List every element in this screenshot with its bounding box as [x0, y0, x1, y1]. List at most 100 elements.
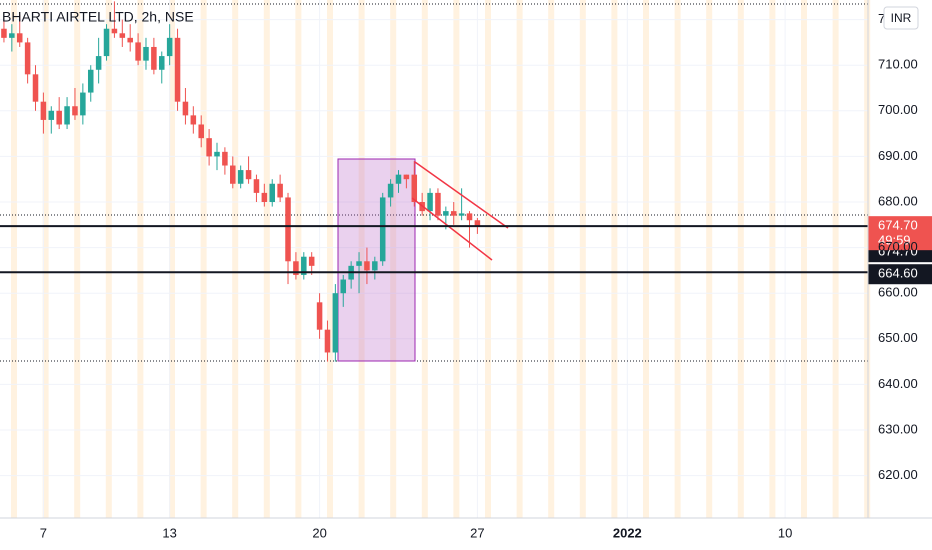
candle-body: [222, 151, 228, 166]
candle-body: [387, 183, 394, 198]
candle-body: [285, 197, 291, 262]
grid: [0, 0, 868, 518]
session-band: [516, 0, 523, 518]
candle-body: [293, 261, 299, 275]
candle-body: [253, 179, 260, 193]
session-band: [137, 0, 144, 518]
candle-body: [450, 211, 457, 216]
y-tick-label: 700.00: [878, 102, 918, 117]
candle-body: [16, 33, 23, 43]
candle-body: [95, 56, 102, 70]
y-tick-label: 650.00: [878, 330, 918, 345]
candle-body: [56, 110, 62, 125]
session-band: [11, 0, 17, 518]
candle-body: [364, 261, 370, 271]
candle-body: [214, 151, 220, 157]
candle-body: [261, 192, 268, 203]
candle-body: [151, 46, 157, 70]
candle-body: [87, 69, 94, 93]
y-tick-label: 630.00: [878, 421, 918, 436]
session-band: [200, 0, 207, 518]
session-band: [643, 0, 649, 518]
y-tick-label: 660.00: [878, 285, 918, 300]
candle-body: [174, 37, 181, 102]
candle-body: [395, 174, 402, 184]
session-band: [674, 0, 681, 518]
candle-body: [435, 192, 441, 216]
candle-body: [72, 106, 78, 116]
y-tick-label: 670.00: [878, 239, 918, 254]
session-band: [169, 0, 175, 518]
candle-body: [206, 138, 212, 157]
x-tick-label: 27: [470, 525, 484, 540]
session-band: [390, 0, 397, 518]
currency-label[interactable]: INR: [891, 11, 912, 25]
level-label: 664.60: [878, 266, 918, 281]
session-band: [485, 0, 491, 518]
session-band: [737, 0, 744, 518]
candle-body: [308, 256, 315, 266]
candle-body: [103, 28, 110, 57]
session-band: [769, 0, 776, 518]
wedge-line: [411, 197, 493, 261]
wedge-line: [414, 161, 509, 229]
x-tick-label: 10: [778, 525, 792, 540]
candle-body: [458, 213, 465, 216]
candle-body: [269, 183, 275, 203]
candle-body: [427, 192, 433, 212]
candle-body: [237, 170, 244, 184]
candle-body: [245, 170, 252, 180]
session-band: [832, 0, 839, 518]
x-tick-label: 13: [162, 525, 176, 540]
candle-body: [24, 42, 31, 75]
candle-body: [48, 110, 55, 120]
y-tick-label: 640.00: [878, 376, 918, 391]
candle-body: [301, 256, 307, 275]
candle-body: [474, 220, 481, 227]
session-band: [801, 0, 807, 518]
y-tick-label: 710.00: [878, 57, 918, 72]
candle-body: [159, 56, 165, 70]
countdown: 49:59: [878, 233, 911, 248]
session-band: [42, 0, 49, 518]
chart-title: BHARTI AIRTEL LTD, 2h, NSE: [2, 9, 194, 25]
candle-body: [111, 28, 118, 34]
last-price-label: 674.70: [878, 218, 918, 233]
session-band: [864, 0, 871, 518]
candle-body: [443, 211, 449, 216]
session-band: [358, 0, 365, 518]
range-box: [337, 158, 416, 362]
candle-body: [64, 106, 70, 125]
candle-body: [198, 124, 204, 139]
candle-body: [190, 115, 197, 125]
y-tick-label: 690.00: [878, 148, 918, 163]
candle-body: [166, 37, 173, 57]
candle-body: [40, 101, 47, 120]
candle-body: [403, 174, 410, 180]
x-tick-label: 2022: [613, 525, 642, 540]
session-band: [453, 0, 460, 518]
candle-body: [411, 174, 418, 203]
candle-body: [1, 28, 7, 38]
candle-body: [230, 165, 236, 184]
session-band: [579, 0, 586, 518]
candle-body: [80, 92, 86, 116]
candle-body: [372, 261, 378, 271]
candle-body: [379, 197, 386, 262]
currency-button[interactable]: [883, 6, 919, 30]
candle-body: [143, 46, 149, 61]
candle-body: [340, 279, 347, 294]
x-tick-label: 20: [312, 525, 326, 540]
session-band: [548, 0, 555, 518]
candle-body: [9, 33, 15, 38]
session-band: [295, 0, 302, 518]
last-price-tag: [868, 216, 932, 251]
session-band: [706, 0, 713, 518]
candle-body: [316, 302, 323, 330]
session-band: [105, 0, 112, 518]
session-band: [611, 0, 618, 518]
session-band: [327, 0, 333, 518]
